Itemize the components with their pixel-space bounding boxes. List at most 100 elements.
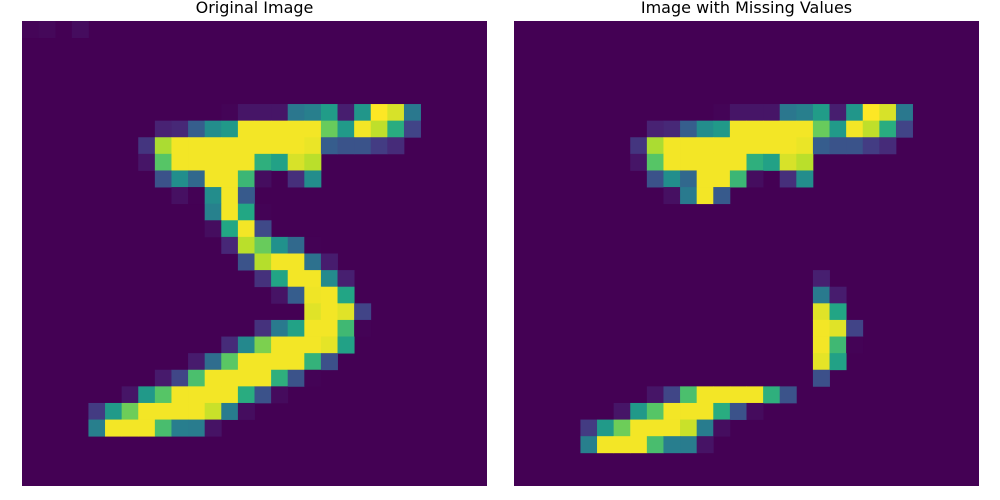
heatmap-cell [663, 402, 681, 420]
heatmap-cell [812, 369, 830, 387]
heatmap-cell [337, 286, 355, 304]
heatmap-cell [613, 402, 631, 420]
heatmap-cell [779, 386, 797, 404]
heatmap-cell [121, 402, 139, 420]
heatmap-cell [630, 419, 648, 437]
heatmap-cell [237, 236, 255, 254]
heatmap-cell [237, 203, 255, 221]
heatmap-cell [812, 104, 830, 122]
heatmap-cell [646, 153, 664, 171]
heatmap-cell [663, 419, 681, 437]
heatmap-cell [663, 153, 681, 171]
heatmap-cell [204, 137, 222, 155]
heatmap-cell [796, 104, 814, 122]
heatmap-cell [846, 120, 864, 138]
heatmap-cell [763, 120, 781, 138]
heatmap-cell [696, 386, 714, 404]
heatmap-cell [846, 319, 864, 337]
heatmap-cell [188, 353, 206, 371]
heatmap-cell [221, 187, 239, 205]
heatmap-cell [879, 137, 897, 155]
heatmap-cell [221, 120, 239, 138]
heatmap-cell [221, 402, 239, 420]
heatmap-cell [696, 419, 714, 437]
heatmap-cell [354, 319, 372, 337]
panel-title-missing: Image with Missing Values [641, 0, 852, 17]
heatmap-cell [171, 120, 189, 138]
heatmap-cell [763, 153, 781, 171]
heatmap-cell [746, 153, 764, 171]
heatmap-cell [237, 187, 255, 205]
heatmap-cell [680, 120, 698, 138]
heatmap-cell [713, 137, 731, 155]
heatmap-cell [829, 319, 847, 337]
heatmap-cell [304, 120, 322, 138]
heatmap-cell [829, 120, 847, 138]
heatmap-cell [812, 286, 830, 304]
heatmap-cell [403, 104, 421, 122]
heatmap-panel-original: Original Image [22, 0, 487, 486]
heatmap-cell [204, 220, 222, 238]
heatmap-cell [713, 386, 731, 404]
heatmap-cell [154, 120, 172, 138]
heatmap-panel-missing: Image with Missing Values [514, 0, 979, 486]
heatmap-cell [846, 137, 864, 155]
heatmap-cell [204, 153, 222, 171]
heatmap-cell [271, 104, 289, 122]
heatmap-cell [763, 137, 781, 155]
heatmap-cell [680, 386, 698, 404]
heatmap-cell [121, 386, 139, 404]
heatmap-cell [204, 369, 222, 387]
heatmap-cell [630, 137, 648, 155]
heatmap-cell [646, 386, 664, 404]
heatmap-cell [663, 137, 681, 155]
heatmap-cell [680, 402, 698, 420]
heatmap-cell [812, 353, 830, 371]
heatmap-cell [337, 336, 355, 354]
heatmap-cell [88, 419, 106, 437]
heatmap-cell [254, 353, 272, 371]
heatmap-cell [221, 353, 239, 371]
heatmap-cell [829, 303, 847, 321]
heatmap-cell [320, 270, 338, 288]
heatmap-cell [729, 153, 747, 171]
heatmap-cell [287, 270, 305, 288]
heatmap-cell [254, 336, 272, 354]
heatmap-cell [862, 120, 880, 138]
heatmap-cell [237, 402, 255, 420]
heatmap-cell [271, 120, 289, 138]
heatmap-cell [237, 170, 255, 188]
heatmap-cell [254, 137, 272, 155]
heatmap-cell [254, 104, 272, 122]
heatmap-cell [221, 203, 239, 221]
heatmap-cell [38, 21, 56, 39]
heatmap-cell [663, 436, 681, 454]
heatmap-cells-original [22, 21, 487, 486]
heatmap-cell [221, 220, 239, 238]
heatmap-cell [696, 436, 714, 454]
heatmap-cell [597, 419, 615, 437]
heatmap-cell [204, 402, 222, 420]
heatmap-cell [613, 436, 631, 454]
heatmap-cell [88, 402, 106, 420]
heatmap-cell [271, 386, 289, 404]
heatmap-cell [304, 286, 322, 304]
heatmap-cell [254, 253, 272, 271]
heatmap-cell [105, 402, 123, 420]
heatmap-cell [630, 436, 648, 454]
heatmap-cell [713, 419, 731, 437]
heatmap-cell [320, 319, 338, 337]
heatmap-cell [271, 353, 289, 371]
heatmap-cell [663, 170, 681, 188]
heatmap-cell [729, 386, 747, 404]
heatmap-cell [221, 170, 239, 188]
heatmap-cell [271, 253, 289, 271]
heatmap-cell [713, 104, 731, 122]
heatmap-cell [221, 104, 239, 122]
heatmap-cell [271, 286, 289, 304]
heatmap-cell [370, 120, 388, 138]
heatmap-cell [304, 353, 322, 371]
heatmap-cell [713, 153, 731, 171]
heatmap-cell [221, 236, 239, 254]
heatmap-cell [713, 187, 731, 205]
